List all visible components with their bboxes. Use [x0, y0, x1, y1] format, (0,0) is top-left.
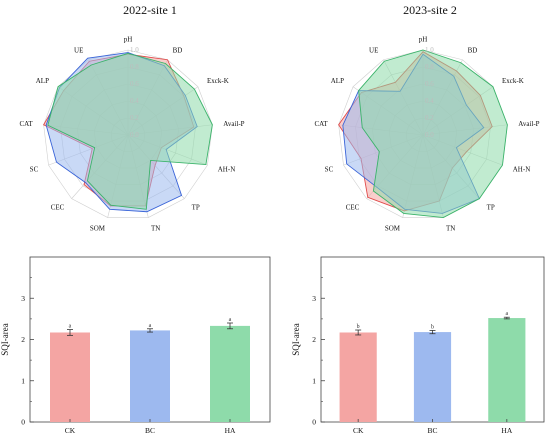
- radar-axis-label: Exck-K: [502, 77, 524, 85]
- radar-axis-label: SOM: [385, 225, 401, 233]
- radar-tick-label: 0.2: [425, 114, 434, 122]
- radar-tick-label: 1.0: [425, 46, 434, 54]
- radar-axis-label: TP: [192, 203, 200, 211]
- y-axis-label: SQI-area: [0, 323, 10, 355]
- radar-series-HA: [47, 52, 213, 210]
- radar-axis-label: TN: [446, 225, 455, 233]
- radar-axis-label: ALP: [36, 77, 49, 85]
- radar-axis-label: CAT: [19, 120, 33, 128]
- x-tick-label: HA: [501, 426, 512, 435]
- bar-HA: [488, 318, 526, 422]
- radar-tick-label: 0.2: [130, 114, 139, 122]
- radar-tick-label: 0.0: [130, 131, 139, 139]
- y-tick-label: 1: [21, 376, 25, 385]
- radar-title-2: 2023-site 2: [403, 3, 457, 17]
- y-tick-label: 2: [312, 335, 316, 344]
- significance-label: a: [505, 311, 508, 317]
- y-tick-label: 1: [312, 376, 316, 385]
- radar-axis-label: CAT: [314, 120, 328, 128]
- y-tick-label: 3: [21, 294, 25, 303]
- radar-axis-label: Exck-K: [207, 77, 229, 85]
- radar-grid-ring: [43, 49, 213, 218]
- radar-tick-label: 0.4: [425, 97, 434, 105]
- significance-label: a: [229, 317, 232, 323]
- radar-series-HA: [358, 49, 508, 218]
- radar-axis-label: BD: [173, 46, 183, 54]
- significance-label: a: [149, 323, 152, 329]
- x-tick-label: BC: [145, 426, 155, 435]
- x-tick-label: HA: [225, 426, 236, 435]
- radar-tick-label: 0.8: [425, 63, 434, 71]
- bar-CK: [339, 332, 377, 422]
- radar-axis-label: AH-N: [513, 166, 531, 174]
- radar-tick-label: 0.4: [130, 97, 139, 105]
- radar-tick-label: 0.6: [130, 80, 139, 88]
- radar-tick-label: 0.0: [425, 131, 434, 139]
- significance-label: a: [69, 324, 72, 330]
- radar-tick-label: 1.0: [130, 46, 139, 54]
- radar-axis-label: CEC: [51, 203, 65, 211]
- bar-BC: [413, 332, 452, 422]
- bar-chart-site-2: 0 1 2 3 SQI-area b CK b BC a HA: [291, 256, 545, 435]
- y-tick-label: 2: [21, 335, 25, 344]
- radar-axis-label: TN: [151, 225, 160, 233]
- y-tick-label: 3: [312, 294, 316, 303]
- radar-axis-label: Avail-P: [223, 120, 244, 128]
- radar-axis-label: BD: [468, 46, 478, 54]
- x-tick-label: CK: [65, 426, 76, 435]
- radar-axis-label: UE: [369, 46, 378, 54]
- radar-axis-label: pH: [419, 36, 428, 44]
- radar-axis-label: pH: [124, 36, 133, 44]
- x-tick-label: BC: [427, 426, 437, 435]
- bar-HA: [210, 325, 250, 422]
- radar-chart-2023-site-2: pH BD Exck-K Avail-P AH-N TP TN SOM CEC SC CAT ALP U…: [314, 36, 539, 233]
- radar-axis-label: ALP: [331, 77, 344, 85]
- radar-axis-label: TP: [487, 203, 495, 211]
- radar-axis-label: AH-N: [218, 166, 236, 174]
- radar-axis-label: UE: [74, 46, 83, 54]
- y-axis-label: SQI-area: [291, 323, 301, 355]
- bar-CK: [50, 332, 90, 422]
- significance-label: b: [431, 324, 434, 330]
- y-tick-label: 0: [312, 418, 316, 427]
- radar-title-1: 2022-site 1: [123, 3, 177, 17]
- radar-chart-2022-site-1: pH BD Exck-K Avail-P AH-N TP TN SOM CEC SC CAT ALP U…: [19, 36, 244, 233]
- radar-tick-label: 0.6: [425, 80, 434, 88]
- radar-axis-label: SC: [30, 166, 39, 174]
- radar-axis-label: CEC: [346, 203, 360, 211]
- y-tick-label: 0: [21, 418, 25, 427]
- significance-label: b: [357, 324, 360, 330]
- radar-tick-label: 0.8: [130, 63, 139, 71]
- radar-axis-label: Avail-P: [518, 120, 539, 128]
- x-tick-label: CK: [353, 426, 364, 435]
- bar-chart-site-1: 0 1 2 3 SQI-area a CK a BC a HA: [0, 256, 271, 435]
- radar-axis-label: SC: [325, 166, 334, 174]
- bar-BC: [130, 330, 170, 422]
- radar-axis-label: SOM: [90, 225, 106, 233]
